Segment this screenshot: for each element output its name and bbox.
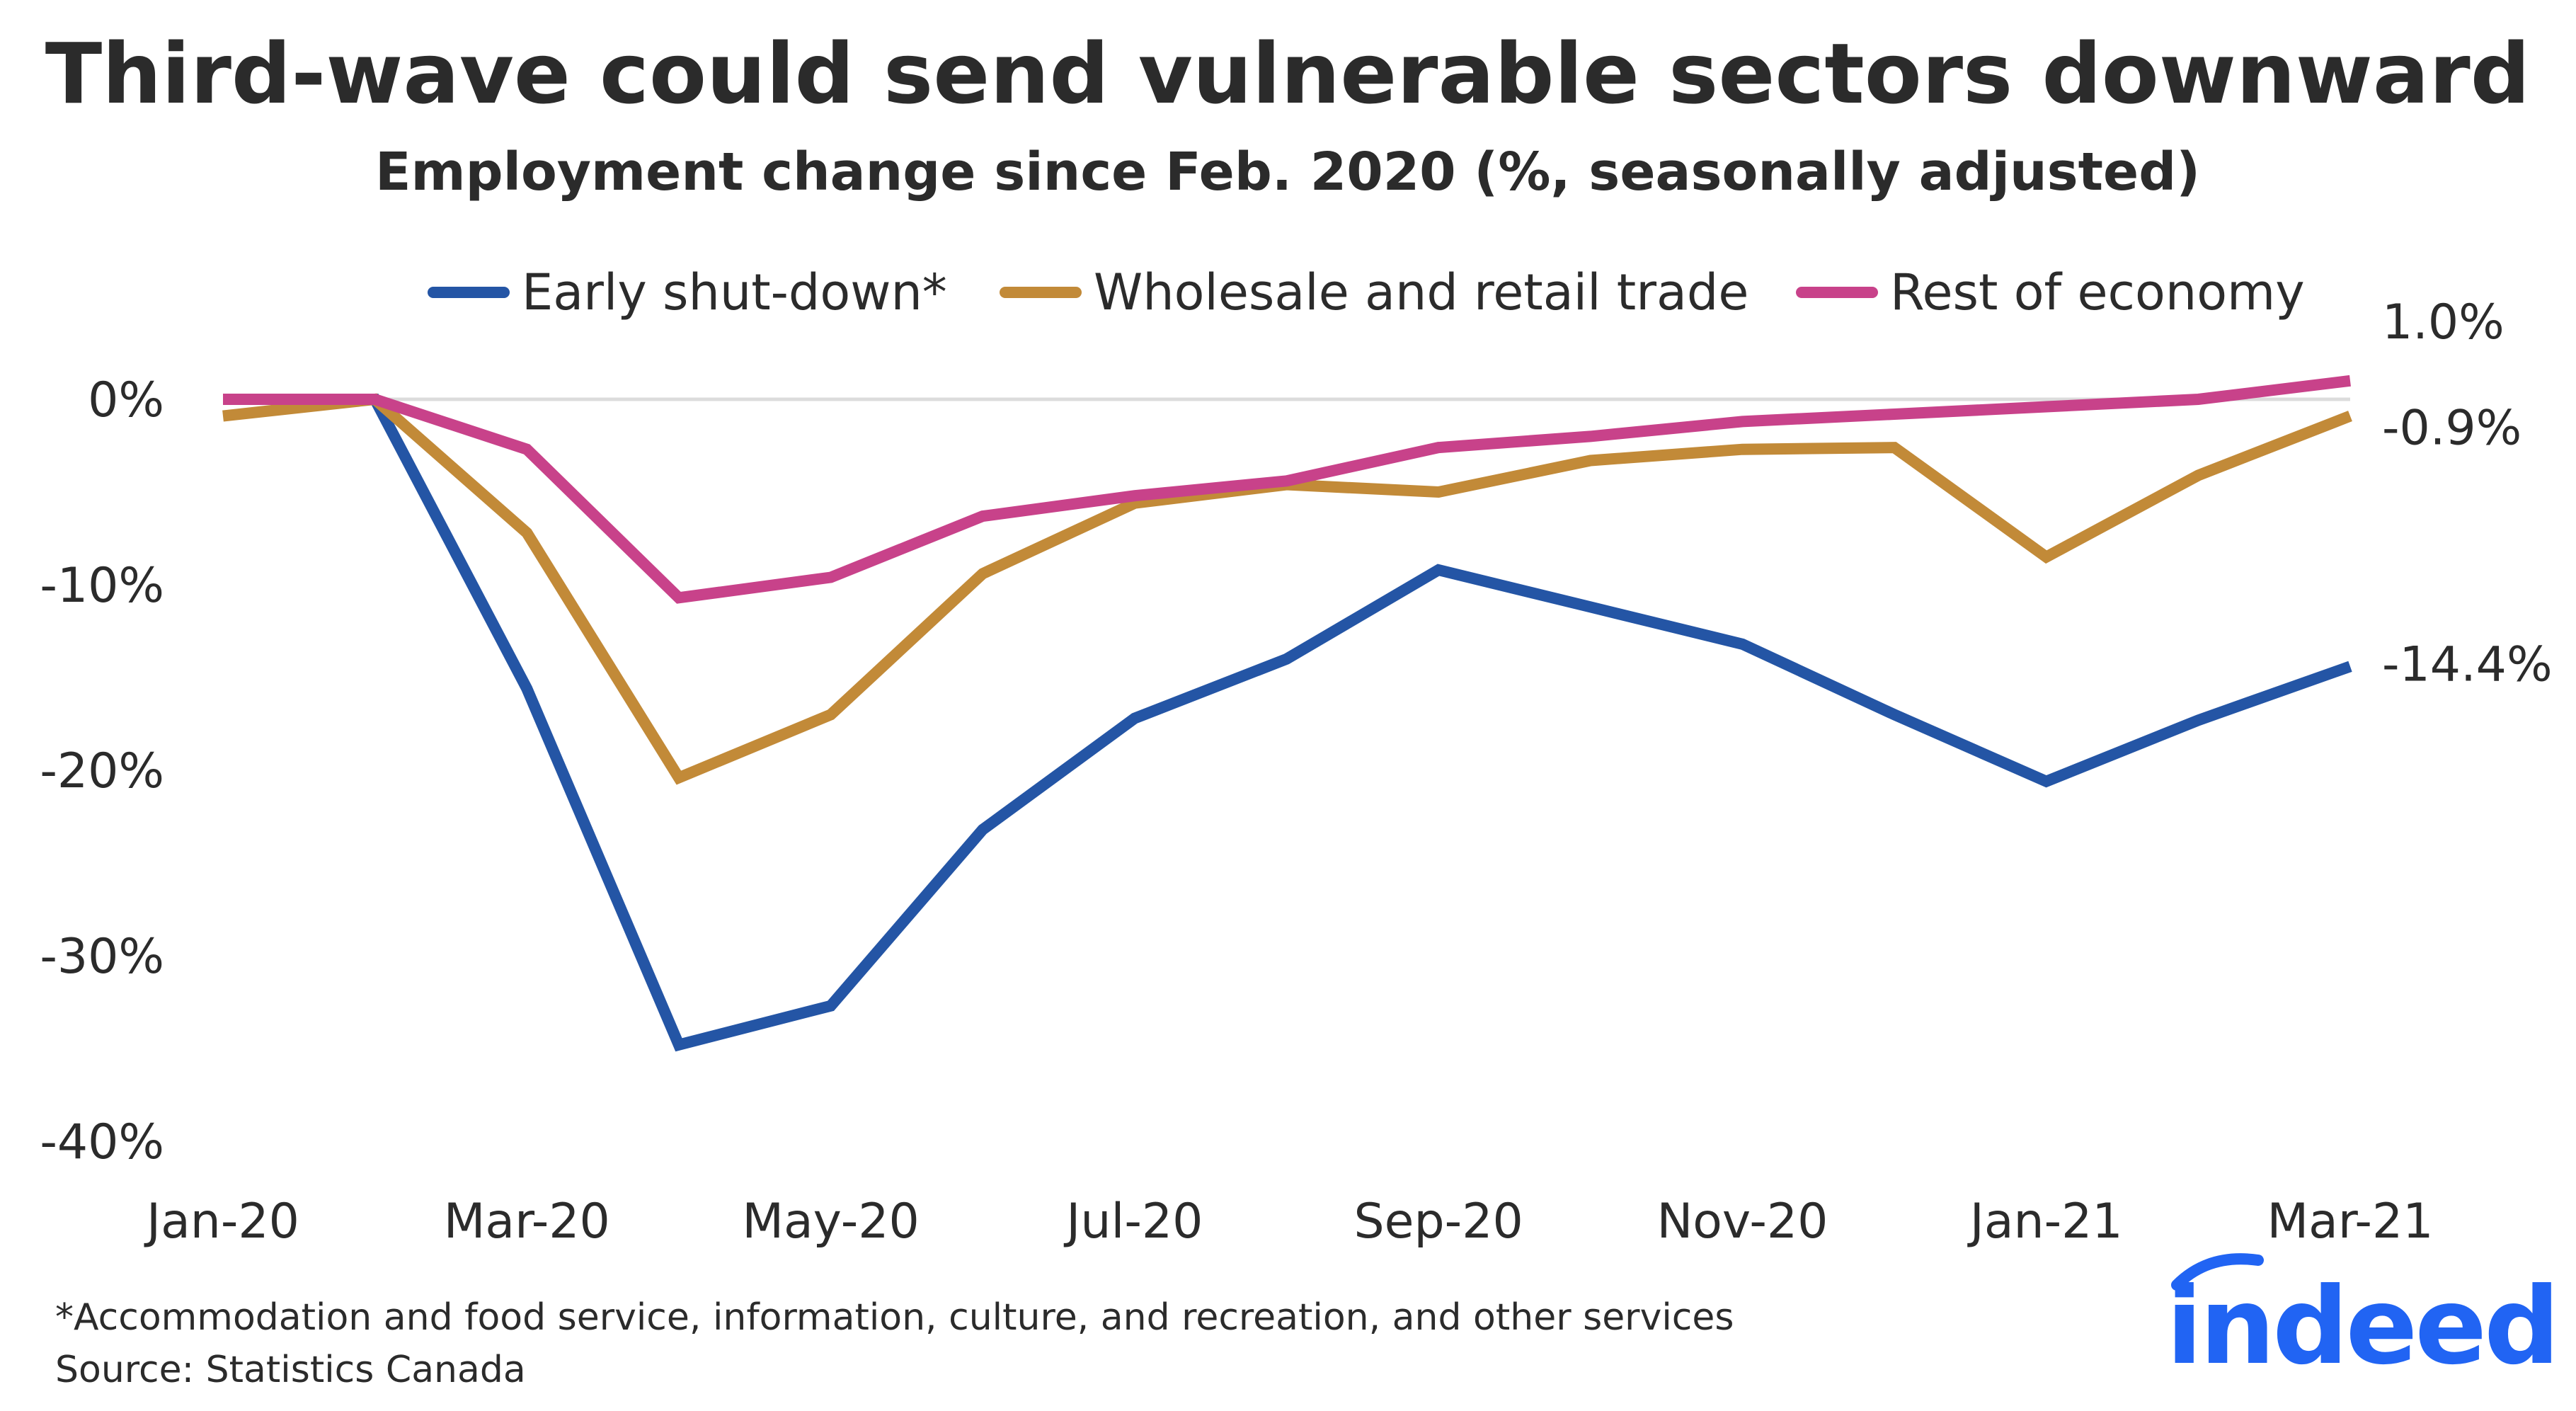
x-tick-label: May-20 [742, 1194, 919, 1250]
source-note: Source: Statistics Canada [55, 1349, 526, 1391]
chart-subtitle: Employment change since Feb. 2020 (%, se… [375, 142, 2200, 202]
x-tick-label: Mar-21 [2267, 1194, 2433, 1250]
chart-title: Third-wave could send vulnerable sectors… [45, 25, 2530, 122]
legend-label: Rest of economy [1890, 263, 2305, 321]
legend-item: Rest of economy [1796, 263, 2305, 321]
x-tick-label: Mar-20 [444, 1194, 610, 1250]
indeed-logo: indeed [2166, 1253, 2560, 1388]
end-label: 1.0% [2382, 295, 2505, 350]
end-label: -14.4% [2382, 636, 2553, 692]
x-tick-label: Nov-20 [1656, 1194, 1828, 1250]
x-tick-label: Sep-20 [1354, 1194, 1523, 1250]
x-tick-label: Jan-20 [144, 1194, 299, 1250]
legend-label: Early shut-down* [522, 263, 947, 321]
y-tick-label: -30% [40, 929, 164, 985]
y-tick-label: -40% [40, 1114, 164, 1170]
y-tick-label: -10% [40, 558, 164, 614]
legend-label: Wholesale and retail trade [1094, 263, 1748, 321]
x-axis: Jan-20 Mar-20 May-20 Jul-20 Sep-20 Nov-20 Jan-… [144, 1194, 2433, 1250]
y-axis: 0% -10% -20% -30% -40% [40, 372, 164, 1170]
x-tick-label: Jan-21 [1967, 1194, 2123, 1250]
y-tick-label: 0% [88, 372, 164, 428]
y-tick-label: -20% [40, 743, 164, 799]
legend: Early shut-down* Wholesale and retail tra… [428, 263, 2305, 321]
svg-text:indeed: indeed [2166, 1265, 2557, 1388]
end-label: -0.9% [2382, 401, 2521, 457]
series-line-3 [223, 375, 2351, 604]
footnote: *Accommodation and food service, informa… [55, 1296, 1734, 1339]
x-tick-label: Jul-20 [1063, 1194, 1203, 1250]
end-labels: -14.4% -0.9% 1.0% [2382, 295, 2553, 692]
legend-item: Wholesale and retail trade [1000, 263, 1748, 321]
series-lines [222, 375, 2352, 1052]
legend-item: Early shut-down* [428, 263, 947, 321]
series-line-1 [223, 394, 2352, 1052]
